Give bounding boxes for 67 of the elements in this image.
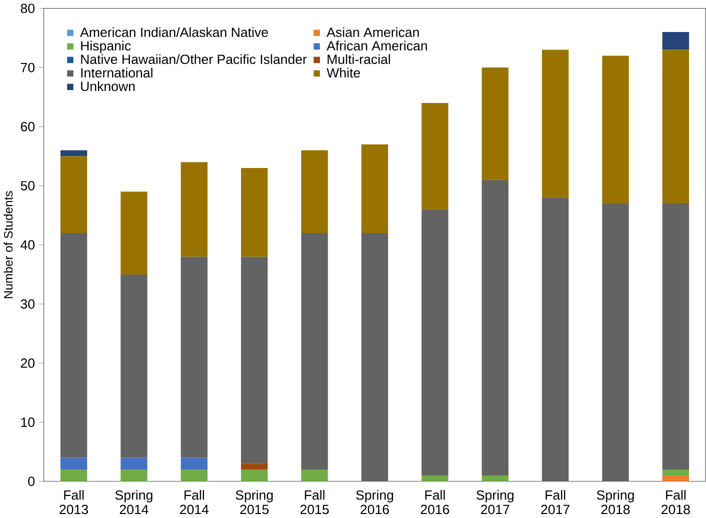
bar bbox=[180, 256, 208, 458]
legend-label: International bbox=[81, 68, 152, 78]
bar bbox=[120, 470, 148, 482]
bar bbox=[602, 204, 629, 482]
bar bbox=[241, 470, 268, 482]
bar bbox=[241, 464, 268, 470]
bar bbox=[241, 168, 268, 257]
legend-label: American Indian/Alaskan Native bbox=[80, 27, 268, 38]
bar bbox=[180, 470, 208, 482]
bar bbox=[120, 458, 148, 470]
bar bbox=[301, 233, 328, 470]
y-tick-label: 70 bbox=[20, 62, 35, 72]
legend-label: Asian American bbox=[326, 27, 419, 38]
x-tick-label: Spring 2015 bbox=[236, 490, 273, 514]
legend-label: Unknown bbox=[81, 81, 135, 92]
bar bbox=[120, 274, 148, 458]
bar bbox=[120, 192, 148, 275]
bar bbox=[422, 103, 448, 210]
bar bbox=[361, 233, 388, 482]
x-tick-label: Spring 2018 bbox=[596, 490, 634, 514]
bar bbox=[482, 476, 508, 482]
y-tick-label: 50 bbox=[20, 181, 35, 191]
x-tick-label: Fall 2013 bbox=[60, 490, 88, 514]
x-tick-label: Spring 2017 bbox=[476, 490, 514, 514]
bar bbox=[180, 458, 208, 470]
bar bbox=[482, 68, 508, 180]
x-tick-label: Spring 2014 bbox=[115, 490, 152, 514]
x-tick-label: Fall 2017 bbox=[541, 490, 570, 514]
y-tick-label: 80 bbox=[20, 4, 35, 14]
x-tick-label: Fall 2018 bbox=[662, 490, 690, 514]
x-tick-label: Spring 2016 bbox=[356, 490, 394, 514]
legend-label: Native Hawaiian/Other Pacific Islander bbox=[81, 54, 307, 64]
bar bbox=[422, 209, 448, 476]
bar bbox=[301, 150, 328, 234]
bar bbox=[60, 233, 88, 458]
bar bbox=[361, 144, 388, 234]
bar bbox=[301, 470, 328, 482]
bar bbox=[241, 256, 268, 464]
y-axis-title: Number of Students bbox=[4, 191, 13, 298]
bar bbox=[542, 198, 569, 482]
bar bbox=[60, 458, 88, 470]
legend-label: African American bbox=[326, 40, 427, 51]
x-tick-label: Fall 2015 bbox=[300, 490, 329, 514]
bar bbox=[542, 50, 569, 198]
bar bbox=[60, 470, 88, 482]
bar bbox=[662, 32, 690, 50]
bar bbox=[422, 476, 448, 482]
x-tick-label: Fall 2014 bbox=[180, 490, 209, 514]
x-tick-label: Fall 2016 bbox=[420, 490, 450, 514]
legend-label: Multi-racial bbox=[328, 54, 390, 64]
bar bbox=[602, 56, 629, 204]
y-tick-label: 10 bbox=[21, 418, 35, 428]
legend-label: Hispanic bbox=[81, 40, 131, 54]
bar bbox=[60, 150, 88, 156]
y-tick-label: 30 bbox=[20, 299, 35, 309]
y-tick-label: 60 bbox=[20, 122, 35, 132]
bar bbox=[180, 162, 208, 257]
legend-label: White bbox=[326, 68, 360, 78]
bar bbox=[662, 476, 690, 482]
y-tick-label: 40 bbox=[20, 240, 35, 250]
bar bbox=[60, 156, 88, 234]
bar bbox=[662, 204, 690, 470]
bar bbox=[662, 50, 690, 204]
y-tick-label: 0 bbox=[28, 476, 35, 486]
y-tick-label: 20 bbox=[20, 358, 35, 368]
bar bbox=[662, 470, 690, 476]
bar bbox=[482, 180, 508, 476]
